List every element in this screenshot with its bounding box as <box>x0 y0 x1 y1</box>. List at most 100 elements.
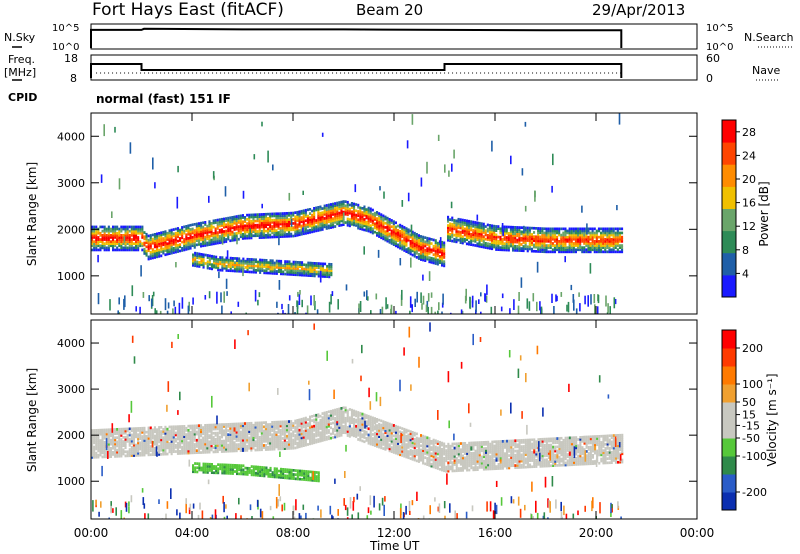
velocity-cell <box>332 421 335 425</box>
power-cell <box>514 226 517 229</box>
power-cell <box>486 246 489 250</box>
power-cell <box>118 240 121 243</box>
power-cell <box>259 260 262 264</box>
velocity-cell <box>329 426 332 430</box>
power-cell <box>468 226 471 229</box>
power-cell <box>329 226 332 229</box>
power-cell <box>474 221 477 224</box>
power-cell <box>585 242 588 245</box>
velocity-cell <box>168 436 171 439</box>
power-cell <box>518 240 521 244</box>
power-cell <box>497 244 500 247</box>
power-cell <box>321 223 324 227</box>
velocity-cell <box>202 446 205 450</box>
power-cell <box>327 220 330 224</box>
power-cell <box>296 223 299 227</box>
power-noise <box>220 292 222 303</box>
power-cell <box>526 237 529 240</box>
power-cell <box>338 201 341 204</box>
power-cell <box>491 232 494 236</box>
power-cell <box>185 243 188 247</box>
power-cell <box>325 227 328 230</box>
power-cell <box>227 229 230 232</box>
power-cell <box>244 230 247 234</box>
power-cell <box>363 222 366 225</box>
power-cell <box>595 231 598 235</box>
power-cell <box>236 261 239 265</box>
velocity-cell <box>118 438 121 441</box>
velocity-cell <box>183 427 186 430</box>
power-cell <box>319 266 322 270</box>
velocity-cell <box>214 433 217 437</box>
power-cell <box>105 236 108 239</box>
power-cell <box>549 227 552 231</box>
power-cell <box>223 225 226 229</box>
velocity-cell <box>231 435 234 438</box>
power-cell <box>162 230 165 234</box>
power-cell <box>189 228 192 231</box>
power-cell <box>122 246 125 250</box>
power-cell <box>264 229 267 233</box>
power-cell <box>390 225 393 229</box>
power-cell <box>288 214 291 217</box>
power-cell <box>367 229 370 233</box>
power-cell <box>422 256 425 260</box>
velocity-cell <box>334 412 337 416</box>
velocity-cell <box>183 425 186 428</box>
power-noise <box>313 295 315 306</box>
power-cell <box>187 247 190 251</box>
power-cell <box>225 260 228 264</box>
power-cell <box>443 243 446 247</box>
power-noise <box>290 218 293 227</box>
velocity-cell <box>288 428 291 432</box>
power-cell <box>530 241 533 245</box>
power-cell <box>202 255 205 259</box>
power-cell <box>378 214 381 217</box>
y-tick-label: 3000 <box>57 177 85 190</box>
power-cell <box>401 245 404 249</box>
power-noise <box>176 196 179 209</box>
velocity-cell <box>97 439 100 442</box>
velocity-cell <box>153 451 156 454</box>
power-cell <box>147 255 150 259</box>
velocity-cell <box>273 447 276 451</box>
velocity-cell <box>164 446 167 450</box>
power-cell <box>386 233 389 237</box>
power-cell <box>210 226 213 229</box>
power-cell <box>166 236 169 239</box>
power-cell <box>317 220 320 224</box>
power-cell <box>256 213 259 216</box>
power-cell <box>313 221 316 225</box>
power-cell <box>323 206 326 210</box>
velocity-cell <box>179 443 182 447</box>
velocity-cell <box>183 449 186 453</box>
power-cell <box>564 244 567 247</box>
velocity-cell <box>344 423 347 426</box>
power-cell <box>583 250 586 254</box>
power-cell <box>170 249 173 253</box>
velocity-cell <box>97 455 100 459</box>
power-cell <box>453 223 456 226</box>
velocity-cell <box>97 437 100 440</box>
power-cell <box>528 243 531 247</box>
velocity-cell <box>248 424 251 427</box>
power-cell <box>436 254 439 258</box>
velocity-cell <box>271 427 274 430</box>
power-cell <box>225 217 228 220</box>
power-cell <box>307 267 310 271</box>
power-cell <box>283 220 286 224</box>
velocity-cell <box>162 438 165 442</box>
velocity-cell <box>279 428 282 432</box>
power-noise <box>609 306 611 314</box>
velocity-cell <box>170 450 173 454</box>
velocity-cell <box>241 434 244 438</box>
velocity-cell <box>158 430 161 433</box>
power-cell <box>271 214 274 218</box>
velocity-cell <box>300 424 303 427</box>
velocity-cell <box>304 420 307 424</box>
power-cell <box>116 227 119 231</box>
power-cell <box>497 246 500 249</box>
power-cell <box>300 232 303 236</box>
power-cell <box>384 238 387 242</box>
power-cell <box>288 224 291 228</box>
